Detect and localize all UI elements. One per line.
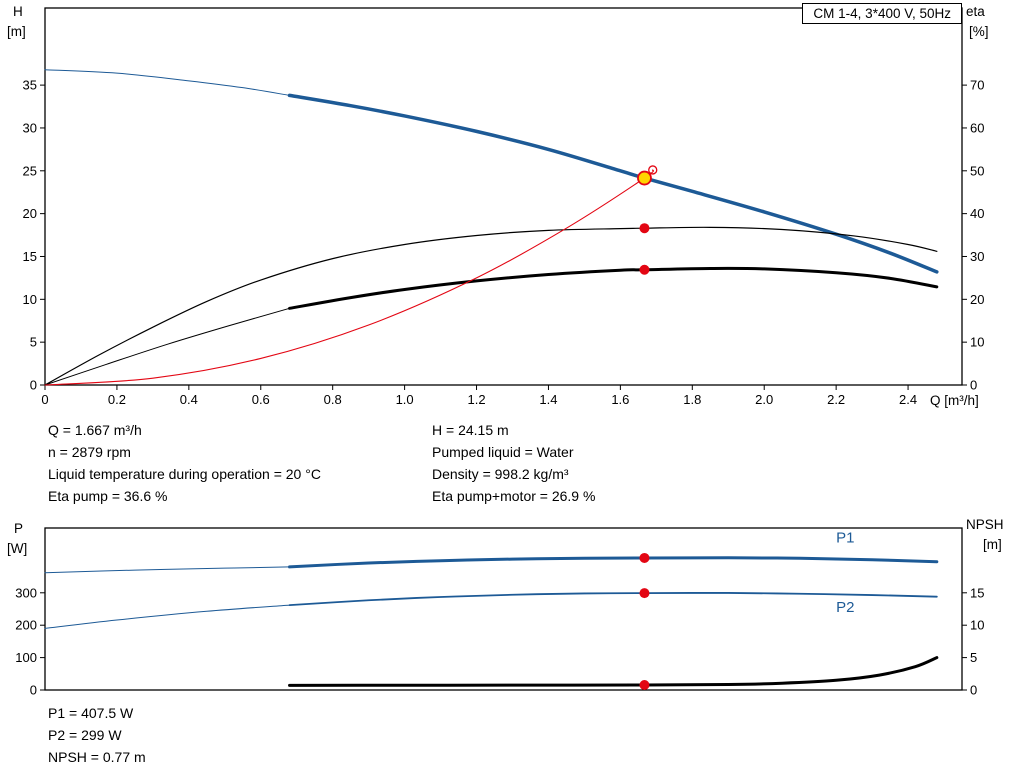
- hq-right-axis-unit: [%]: [969, 24, 989, 39]
- npsh-point: [639, 680, 650, 691]
- readout-q: Q = 1.667 m³/h: [48, 422, 142, 438]
- readout-eta-pump: Eta pump = 36.6 %: [48, 488, 168, 504]
- readout-h: H = 24.15 m: [432, 422, 509, 438]
- p2-curve-extension: [44, 604, 291, 629]
- hq-right-axis-title: eta: [966, 4, 985, 19]
- hq-y-right-tick-label: 10: [970, 335, 984, 350]
- power-y-left-tick-label: 0: [30, 683, 37, 698]
- hq-x-tick-label: 0.2: [108, 392, 126, 407]
- eta-pump-motor-extension: [44, 307, 291, 386]
- hq-y-left-tick-label: 35: [23, 78, 37, 93]
- hq-x-tick-label: 0: [41, 392, 48, 407]
- power-y-right-tick-label: 0: [970, 683, 977, 698]
- power-y-left-tick-label: 200: [15, 618, 37, 633]
- hq-x-tick-label: 0.8: [324, 392, 342, 407]
- readout-npsh: NPSH = 0.77 m: [48, 749, 146, 765]
- hq-y-left-tick-label: 5: [30, 335, 37, 350]
- eta-pump-motor-point: [639, 264, 650, 275]
- hq-y-left-tick-label: 10: [23, 292, 37, 307]
- hq-y-right-tick-label: 30: [970, 249, 984, 264]
- eta-pump-curve: [44, 226, 938, 386]
- p2-point: [639, 588, 650, 599]
- hq-x-tick-label: 1.6: [611, 392, 629, 407]
- hq-y-left-tick-label: 30: [23, 120, 37, 135]
- hq-x-tick-label: 0.4: [180, 392, 198, 407]
- readout-speed: n = 2879 rpm: [48, 444, 131, 460]
- readout-pumped-liquid: Pumped liquid = Water: [432, 444, 574, 460]
- hq-x-tick-label: 0.6: [252, 392, 270, 407]
- power-y-right-tick-label: 5: [970, 650, 977, 665]
- p1-curve-extension: [44, 566, 291, 574]
- hq-y-right-tick-label: 0: [970, 378, 977, 393]
- hq-x-axis-title: Q [m³/h]: [930, 393, 979, 408]
- readout-eta-pump-motor: Eta pump+motor = 26.9 %: [432, 488, 596, 504]
- power-right-axis-unit: [m]: [983, 537, 1002, 552]
- hq-y-left-tick-label: 20: [23, 206, 37, 221]
- power-left-axis-unit: [W]: [7, 541, 28, 556]
- system-curve: [44, 169, 655, 386]
- power-y-right-tick-label: 10: [970, 618, 984, 633]
- hq-y-left-tick-label: 25: [23, 163, 37, 178]
- hq-x-tick-label: 1.4: [539, 392, 557, 407]
- hq-y-right-tick-label: 40: [970, 206, 984, 221]
- eta-pump-point: [639, 223, 650, 234]
- p1-curve-label: P1: [836, 530, 854, 547]
- hq-y-left-tick-label: 0: [30, 378, 37, 393]
- power-left-axis-title: P: [14, 521, 24, 536]
- eta-pump-motor-curve: [288, 266, 939, 310]
- readout-liquid-temperature: Liquid temperature during operation = 20…: [48, 466, 321, 482]
- pump-curve-extension: [44, 69, 291, 96]
- power-y-left-tick-label: 100: [15, 650, 37, 665]
- power-readout-column: P1 = 407.5 W P2 = 299 W NPSH = 0.77 m: [48, 702, 146, 768]
- p2-curve-label: P2: [836, 599, 854, 616]
- hq-y-right-tick-label: 60: [970, 120, 984, 135]
- power-plot-border: [44, 527, 963, 691]
- hq-plot-border: [44, 7, 963, 386]
- power-right-axis-title: NPSH: [966, 517, 1004, 532]
- hq-y-right-tick-label: 70: [970, 78, 984, 93]
- duty-point[interactable]: [637, 170, 652, 186]
- readout-density: Density = 998.2 kg/m³: [432, 466, 569, 482]
- p2-curve: [288, 592, 938, 607]
- system-curve-end-marker: [648, 165, 658, 175]
- hq-x-tick-label: 2.0: [755, 392, 773, 407]
- duty-readout-left-column: Q = 1.667 m³/h n = 2879 rpm Liquid tempe…: [48, 419, 321, 507]
- power-y-left-tick-label: 300: [15, 585, 37, 600]
- duty-readout-right-column: H = 24.15 m Pumped liquid = Water Densit…: [432, 419, 595, 507]
- hq-y-right-tick-label: 50: [970, 163, 984, 178]
- hq-x-tick-label: 2.2: [827, 392, 845, 407]
- hq-x-tick-label: 1.2: [467, 392, 485, 407]
- hq-y-right-tick-label: 20: [970, 292, 984, 307]
- npsh-curve: [288, 656, 939, 687]
- readout-p2: P2 = 299 W: [48, 727, 122, 743]
- p1-curve: [288, 556, 939, 569]
- p1-point: [639, 552, 650, 563]
- hq-x-tick-label: 1.8: [683, 392, 701, 407]
- readout-p1: P1 = 407.5 W: [48, 705, 134, 721]
- pump-model-title-box: CM 1-4, 3*400 V, 50Hz: [802, 3, 962, 24]
- power-y-right-tick-label: 15: [970, 585, 984, 600]
- hq-left-axis-unit: [m]: [7, 24, 26, 39]
- hq-x-tick-label: 2.4: [899, 392, 917, 407]
- hq-left-axis-title: H: [13, 4, 23, 19]
- hq-y-left-tick-label: 15: [23, 249, 37, 264]
- pump-curve: [287, 93, 939, 274]
- hq-x-tick-label: 1.0: [396, 392, 414, 407]
